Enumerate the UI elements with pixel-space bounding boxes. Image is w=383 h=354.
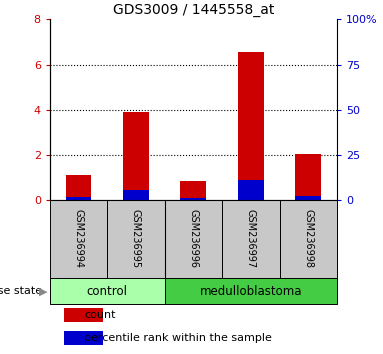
- Bar: [123, 190, 149, 200]
- Bar: [238, 52, 264, 200]
- Title: GDS3009 / 1445558_at: GDS3009 / 1445558_at: [113, 3, 274, 17]
- Text: medulloblastoma: medulloblastoma: [200, 285, 302, 298]
- Text: disease state: disease state: [0, 286, 46, 296]
- Bar: [180, 198, 206, 200]
- Bar: [64, 331, 103, 345]
- Text: GSM236995: GSM236995: [131, 209, 141, 269]
- Bar: [65, 197, 92, 200]
- Text: ▶: ▶: [39, 286, 48, 296]
- Bar: [180, 181, 206, 200]
- Bar: [295, 154, 321, 200]
- Bar: [50, 278, 165, 304]
- Bar: [238, 180, 264, 200]
- Bar: [222, 200, 280, 278]
- Bar: [280, 200, 337, 278]
- Bar: [50, 200, 107, 278]
- Text: GSM236994: GSM236994: [74, 210, 83, 268]
- Text: GSM236996: GSM236996: [188, 210, 198, 268]
- Bar: [64, 308, 103, 322]
- Text: percentile rank within the sample: percentile rank within the sample: [84, 333, 272, 343]
- Bar: [65, 175, 92, 200]
- Text: control: control: [87, 285, 128, 298]
- Bar: [295, 196, 321, 200]
- Bar: [165, 278, 337, 304]
- Text: GSM236998: GSM236998: [303, 210, 313, 268]
- Bar: [123, 112, 149, 200]
- Text: count: count: [84, 310, 116, 320]
- Bar: [107, 200, 165, 278]
- Bar: [165, 200, 222, 278]
- Text: GSM236997: GSM236997: [246, 209, 256, 269]
